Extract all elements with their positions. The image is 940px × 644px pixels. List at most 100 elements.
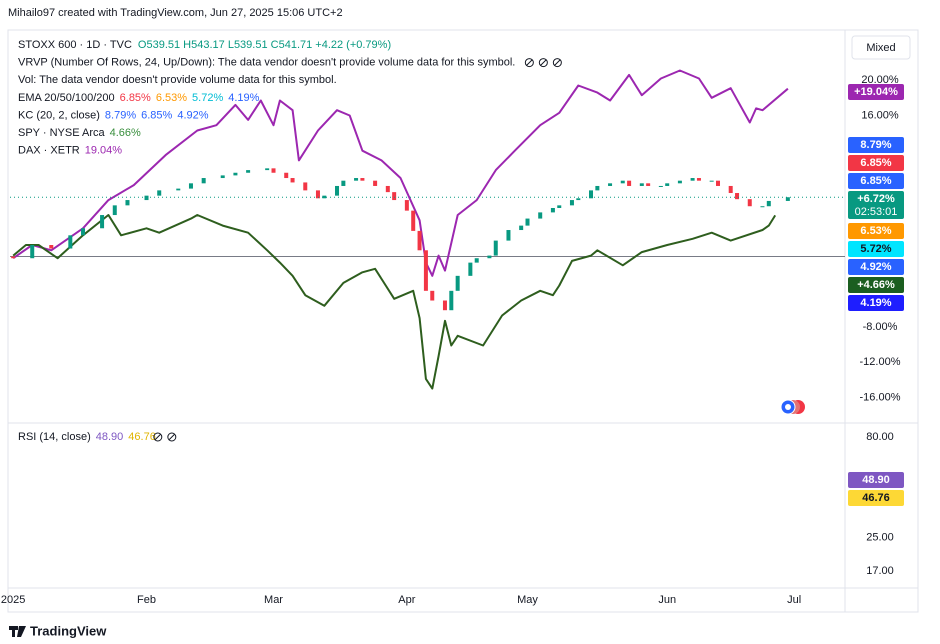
candle-body bbox=[290, 178, 295, 183]
legend-icon bbox=[153, 432, 163, 442]
candle-body bbox=[608, 183, 613, 186]
legend-text: Vol: The data vendor doesn't provide vol… bbox=[18, 74, 337, 86]
candle-body bbox=[646, 183, 651, 186]
candle-body bbox=[589, 190, 594, 199]
candle-body bbox=[125, 200, 130, 206]
candle-body bbox=[455, 275, 460, 291]
y-tick-label: -16.00% bbox=[860, 391, 901, 403]
candle-body bbox=[785, 197, 790, 201]
price-badge-label: 46.76 bbox=[862, 492, 890, 504]
candle-body bbox=[271, 168, 276, 173]
candle-body bbox=[303, 182, 308, 191]
compare-line bbox=[12, 214, 777, 390]
legend-icon bbox=[553, 59, 561, 66]
candle-body bbox=[411, 210, 416, 231]
price-badge-label: 8.79% bbox=[860, 139, 891, 151]
legend-row: EMA 20/50/100/200 6.85% 6.53% 5.72% 4.19% bbox=[18, 92, 260, 104]
button-frame[interactable] bbox=[851, 35, 911, 60]
legend-icon bbox=[525, 59, 533, 66]
candle-body bbox=[49, 245, 54, 249]
y-tick-label: 20.00% bbox=[861, 74, 899, 86]
candle-body bbox=[157, 190, 162, 196]
candle-body bbox=[404, 200, 409, 211]
legend-text: 19.04% bbox=[85, 145, 123, 157]
price-badge bbox=[848, 155, 904, 171]
y-tick-label: -8.00% bbox=[863, 321, 898, 333]
legend-icon bbox=[524, 58, 534, 68]
candle-body bbox=[322, 195, 327, 199]
x-tick-label: Feb bbox=[137, 594, 156, 606]
y-tick-label: 16.00% bbox=[861, 109, 899, 121]
candle-body bbox=[506, 230, 511, 241]
legend-text: STOXX 600 · 1D · TVC bbox=[18, 39, 132, 51]
candle-body bbox=[627, 180, 632, 186]
candle-body bbox=[100, 215, 105, 229]
legend-row: Vol: The data vendor doesn't provide vol… bbox=[18, 74, 337, 86]
price-badge-label: +19.04% bbox=[854, 86, 898, 98]
legend-text: DAX · XETR bbox=[18, 145, 80, 157]
price-badge bbox=[848, 137, 904, 153]
candle-body bbox=[417, 230, 422, 251]
candle-body bbox=[557, 205, 562, 208]
price-badge bbox=[848, 241, 904, 257]
candle-body bbox=[360, 178, 365, 181]
candle-body bbox=[595, 185, 600, 191]
candle-body bbox=[81, 228, 86, 236]
frame bbox=[7, 29, 919, 613]
compare-icon[interactable] bbox=[780, 399, 805, 415]
legend-text: RSI (14, close) bbox=[18, 431, 91, 443]
price-badge bbox=[848, 490, 904, 506]
candle-body bbox=[449, 290, 454, 311]
candle-body bbox=[315, 190, 320, 199]
price-badge bbox=[848, 191, 904, 219]
candle-body bbox=[144, 195, 149, 201]
candle-body bbox=[716, 180, 721, 186]
candle-body bbox=[392, 192, 397, 201]
price-badge bbox=[848, 472, 904, 488]
legend-row: SPY · NYSE Arca 4.66% bbox=[18, 127, 141, 139]
candle-body bbox=[690, 178, 695, 181]
price-badge bbox=[848, 295, 904, 311]
candle-body bbox=[519, 225, 524, 231]
candle-body bbox=[30, 245, 35, 259]
x-tick-label: 2025 bbox=[1, 594, 25, 606]
candle-body bbox=[658, 185, 663, 187]
legend-text: 6.85% bbox=[120, 92, 151, 104]
x-tick-label: Mar bbox=[264, 594, 283, 606]
candle-body bbox=[220, 175, 225, 179]
legend-row: VRVP (Number Of Rows, 24, Up/Down): The … bbox=[18, 57, 515, 69]
y-tick-label: -12.00% bbox=[860, 356, 901, 368]
legend-icon bbox=[552, 58, 562, 68]
candle-body bbox=[233, 172, 238, 176]
candle-body bbox=[265, 168, 270, 171]
candle-body bbox=[11, 256, 16, 259]
price-badge-label: 4.92% bbox=[860, 261, 891, 273]
candle-body bbox=[665, 183, 670, 186]
legend-text: 4.66% bbox=[110, 127, 141, 139]
x-tick-label: Jun bbox=[658, 594, 676, 606]
candle-body bbox=[176, 188, 181, 191]
legend-icon bbox=[168, 433, 176, 441]
legend-text: SPY · NYSE Arca bbox=[18, 127, 105, 139]
candle-body bbox=[246, 170, 251, 173]
candle-body bbox=[474, 258, 479, 263]
candle-body bbox=[354, 178, 359, 181]
candle-body bbox=[747, 199, 752, 207]
price-badge-label: 6.53% bbox=[860, 225, 891, 237]
candle-body bbox=[112, 205, 117, 216]
x-tick-label: May bbox=[517, 594, 538, 606]
candle-body bbox=[760, 206, 765, 208]
rsi-tick-label: 80.00 bbox=[866, 431, 894, 443]
legend-icon bbox=[167, 432, 177, 442]
mixed-button[interactable]: Mixed bbox=[851, 35, 911, 60]
legend-text: 46.76 bbox=[128, 431, 156, 443]
candle-body bbox=[550, 207, 555, 213]
legend-row: DAX · XETR 19.04% bbox=[18, 145, 122, 157]
rsi-tick-label: 25.00 bbox=[866, 532, 894, 544]
candle-body bbox=[284, 172, 289, 179]
candle-body bbox=[68, 235, 73, 249]
logo-part bbox=[12, 626, 15, 637]
icon-circle[interactable] bbox=[785, 404, 791, 410]
button-label[interactable]: Mixed bbox=[866, 42, 895, 54]
